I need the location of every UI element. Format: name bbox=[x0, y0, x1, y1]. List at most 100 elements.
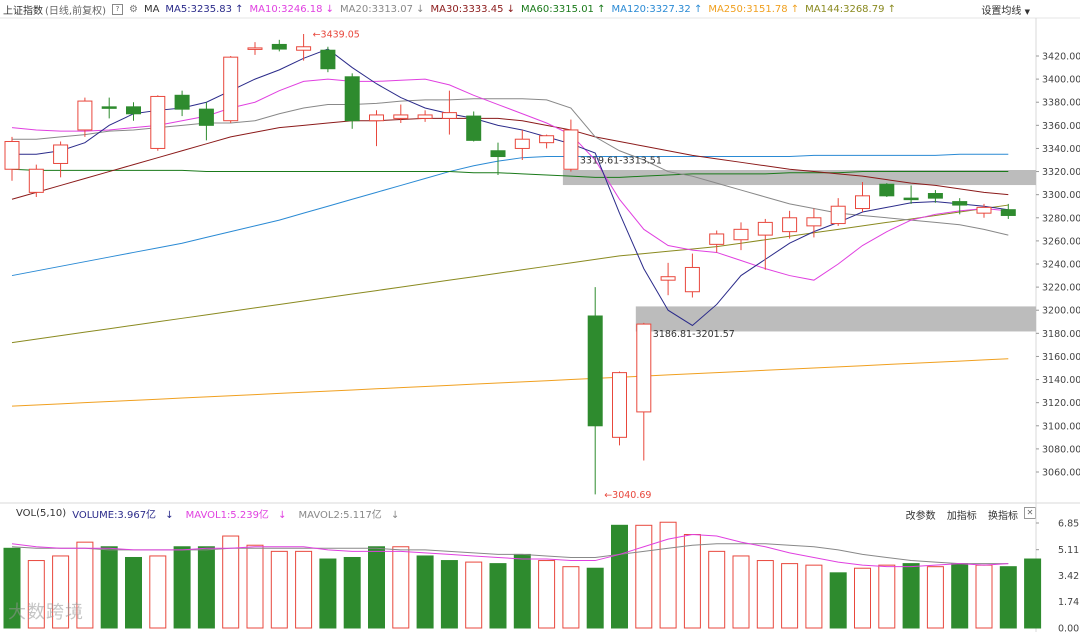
price-tick-label: 3420.00 bbox=[1042, 52, 1080, 63]
candle-body bbox=[271, 43, 287, 50]
volume-tick-label: 5.11 bbox=[1058, 545, 1079, 556]
candle-body bbox=[636, 323, 652, 413]
candle-body bbox=[490, 150, 506, 158]
ma-line-ma144 bbox=[11, 204, 1009, 344]
candle-body bbox=[296, 46, 312, 51]
candle-body bbox=[150, 95, 166, 149]
price-annotation: 3319.61-3313.51 bbox=[580, 156, 662, 167]
price-tick-label: 3280.00 bbox=[1042, 213, 1080, 224]
mavol1-value-text: MAVOL1:5.239亿 bbox=[185, 509, 269, 521]
ma-legend-item: MA20:3313.07 ↓ bbox=[340, 3, 425, 15]
candle-body bbox=[806, 217, 822, 227]
help-icon[interactable]: ? bbox=[111, 3, 123, 15]
mavol1-value: MAVOL1:5.239亿 ↓ bbox=[186, 506, 293, 521]
volume-tick-label: 0.00 bbox=[1058, 624, 1079, 632]
volume-bar bbox=[586, 567, 604, 629]
candle-body bbox=[77, 100, 93, 131]
volume-bar bbox=[611, 524, 628, 629]
price-tick-label: 3180.00 bbox=[1042, 329, 1080, 340]
volume-bar bbox=[52, 555, 70, 629]
ma-legend-item: MA30:3333.45 ↓ bbox=[430, 3, 515, 15]
price-tick-label: 3400.00 bbox=[1042, 75, 1080, 86]
volume-bar bbox=[295, 550, 313, 629]
volume-arrow: ↓ bbox=[165, 509, 174, 521]
volume-bar bbox=[513, 553, 531, 629]
volume-bar bbox=[902, 563, 920, 629]
volume-tick-label: 3.42 bbox=[1058, 571, 1079, 582]
edit-params-button[interactable]: 改参数 bbox=[905, 511, 936, 522]
price-tick-label: 3200.00 bbox=[1042, 306, 1080, 317]
price-tick-label: 3320.00 bbox=[1042, 167, 1080, 178]
price-tick-label: 3340.00 bbox=[1042, 144, 1080, 155]
add-indicator-button[interactable]: 加指标 bbox=[946, 511, 977, 522]
candle-body bbox=[709, 233, 725, 245]
candle-body bbox=[757, 221, 773, 236]
candle-body bbox=[466, 115, 482, 141]
price-annotation: ←3040.69 bbox=[604, 490, 651, 501]
price-tick-label: 3300.00 bbox=[1042, 190, 1080, 201]
candle-body bbox=[879, 183, 895, 197]
volume-bar bbox=[829, 572, 847, 629]
candle-body bbox=[587, 315, 603, 427]
chart-mode: (日线,前复权) bbox=[45, 5, 106, 17]
ma-label: MA bbox=[143, 3, 160, 15]
volume-bar bbox=[999, 566, 1017, 629]
settings-ma-label: 设置均线 bbox=[981, 6, 1022, 17]
ma-line-ma5 bbox=[12, 48, 1009, 327]
volume-bar bbox=[756, 560, 774, 629]
price-tick-label: 3260.00 bbox=[1042, 236, 1080, 247]
chevron-down-icon: ▼ bbox=[1024, 8, 1030, 16]
candle-body bbox=[174, 94, 190, 110]
volume-bar bbox=[854, 567, 871, 629]
ma-legend-item: MA250:3151.78 ↑ bbox=[708, 3, 800, 15]
switch-indicator-button[interactable]: 换指标 bbox=[988, 511, 1018, 522]
candle-body bbox=[976, 206, 992, 214]
candle-body bbox=[126, 106, 141, 115]
volume-value: VOLUME:3.967亿 ↓ bbox=[72, 506, 179, 521]
mavol2-value: MAVOL2:5.117亿 ↓ bbox=[299, 506, 406, 521]
volume-bar bbox=[878, 564, 896, 629]
price-zone bbox=[635, 306, 1036, 332]
volume-bar bbox=[319, 558, 337, 629]
price-annotation: 3186.81-3201.57 bbox=[653, 329, 735, 340]
volume-bar bbox=[76, 541, 94, 629]
volume-bar bbox=[270, 550, 288, 629]
candle-body bbox=[344, 76, 360, 122]
candle-body bbox=[952, 201, 968, 206]
candle-body bbox=[320, 49, 336, 70]
price-tick-label: 3120.00 bbox=[1042, 398, 1080, 409]
volume-bar bbox=[805, 564, 823, 629]
volume-bar bbox=[1024, 558, 1042, 629]
ma-legend-item: MA144:3268.79 ↑ bbox=[805, 3, 897, 15]
volume-bar bbox=[683, 533, 701, 629]
settings-ma-button[interactable]: 设置均线 ▼ bbox=[981, 2, 1030, 17]
volume-bar bbox=[343, 556, 361, 629]
volume-bar bbox=[562, 566, 580, 629]
ma-line-ma250 bbox=[11, 358, 1009, 407]
volume-bar bbox=[781, 563, 799, 629]
gear-icon[interactable]: ⚙ bbox=[128, 3, 138, 15]
ma-legend-item: MA60:3315.01 ↑ bbox=[521, 3, 606, 15]
watermark: 大数跨境 bbox=[8, 602, 84, 623]
volume-buttons: 改参数 加指标 换指标 bbox=[898, 507, 1018, 522]
price-tick-label: 3360.00 bbox=[1042, 121, 1080, 132]
volume-bar bbox=[246, 544, 264, 629]
candle-body bbox=[417, 114, 433, 119]
chart-header: 上证指数 (日线,前复权) ? ⚙ MA MA5:3235.83 ↑ MA10:3… bbox=[0, 0, 1080, 18]
volume-bar bbox=[926, 566, 944, 629]
ma-legend: MA5:3235.83 ↑ MA10:3246.18 ↓ MA20:3313.07 … bbox=[165, 4, 902, 15]
candle-body bbox=[393, 114, 409, 119]
candle-body bbox=[927, 193, 943, 199]
candle-body bbox=[539, 135, 555, 144]
price-tick-label: 3100.00 bbox=[1042, 421, 1080, 432]
volume-bar bbox=[538, 560, 556, 629]
ma-line-ma30 bbox=[11, 117, 1009, 200]
ma-line-ma10 bbox=[11, 78, 1009, 281]
candle-body bbox=[903, 197, 919, 201]
price-tick-label: 3060.00 bbox=[1042, 468, 1080, 479]
volume-bar bbox=[951, 563, 969, 629]
candle-body bbox=[53, 144, 69, 164]
volume-header: VOL(5,10) VOLUME:3.967亿 ↓ MAVOL1:5.239亿 … bbox=[0, 505, 1080, 521]
candle-body bbox=[660, 276, 676, 281]
